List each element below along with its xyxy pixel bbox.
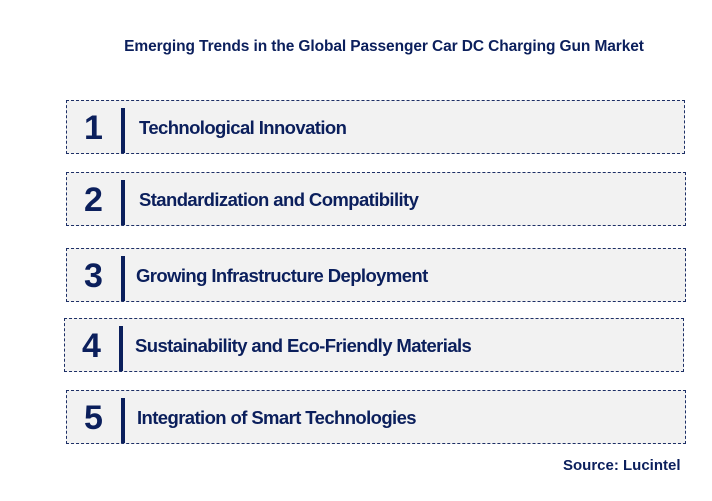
trend-label: Integration of Smart Technologies bbox=[137, 407, 417, 428]
divider-bar bbox=[121, 256, 125, 301]
trend-number: 1 bbox=[84, 109, 103, 147]
trend-box-4: 4 Sustainability and Eco-Friendly Materi… bbox=[64, 318, 684, 372]
diagram-title: Emerging Trends in the Global Passenger … bbox=[124, 38, 644, 55]
divider-bar bbox=[121, 108, 125, 153]
trend-box-2: 2 Standardization and Compatibility bbox=[66, 172, 686, 226]
trend-number: 4 bbox=[82, 327, 101, 365]
trend-box-1: 1 Technological Innovation bbox=[66, 100, 685, 154]
trend-label: Growing Infrastructure Deployment bbox=[136, 265, 428, 286]
trend-number: 2 bbox=[84, 181, 103, 219]
divider-bar bbox=[121, 398, 125, 443]
trend-number: 5 bbox=[84, 399, 103, 437]
trend-box-3: 3 Growing Infrastructure Deployment bbox=[66, 248, 686, 302]
trend-box-5: 5 Integration of Smart Technologies bbox=[66, 390, 686, 444]
trend-label: Sustainability and Eco-Friendly Material… bbox=[135, 335, 472, 356]
trend-label: Technological Innovation bbox=[139, 117, 347, 138]
divider-bar bbox=[121, 180, 125, 225]
source-credit: Source: Lucintel bbox=[563, 457, 681, 474]
trend-number: 3 bbox=[84, 257, 103, 295]
divider-bar bbox=[119, 326, 123, 371]
trend-label: Standardization and Compatibility bbox=[139, 189, 419, 210]
